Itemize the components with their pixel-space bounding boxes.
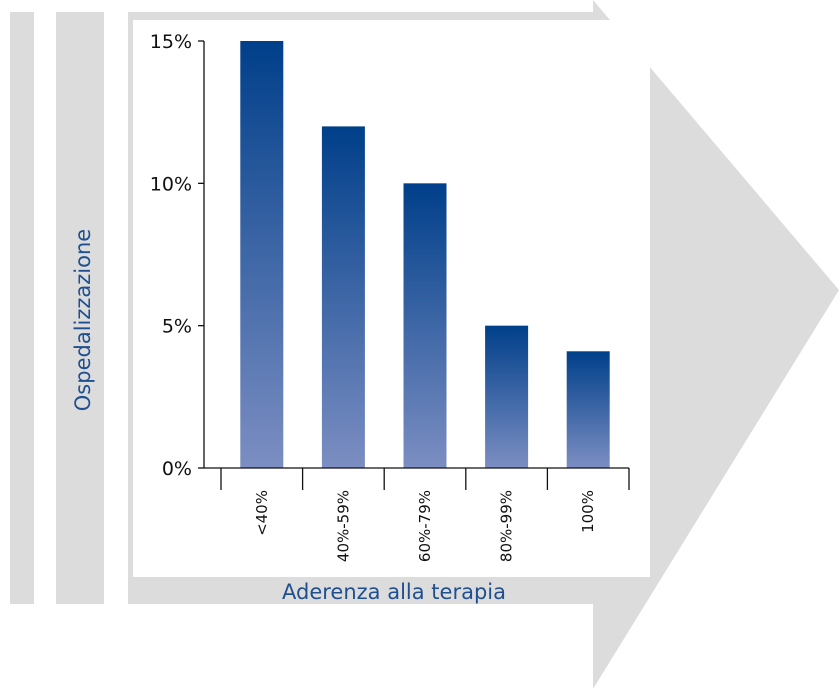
bar — [485, 325, 529, 468]
bar — [566, 351, 610, 468]
bar — [403, 183, 447, 469]
y-axis-title: Ospedalizzazione — [71, 229, 95, 411]
x-category-label: 100% — [579, 490, 597, 533]
background-stripe — [10, 12, 34, 604]
x-axis-title: Aderenza alla terapia — [282, 580, 506, 604]
y-tick-label: 0% — [162, 458, 192, 480]
y-tick-label: 5% — [162, 316, 192, 338]
y-tick-label: 15% — [150, 31, 192, 53]
bar — [240, 41, 284, 468]
axes-layer: 0% 5% 10% 15% <40% 40%-59% 60%-79% 80%-99% 100% — [150, 31, 630, 562]
y-tick-label: 10% — [150, 173, 192, 195]
bars-layer — [240, 41, 610, 469]
x-category-label: 80%-99% — [498, 490, 516, 562]
x-category-label: <40% — [253, 490, 271, 536]
x-category-label: 40%-59% — [334, 490, 352, 562]
background-stripe — [56, 12, 104, 604]
bar — [321, 126, 365, 469]
plot-panel — [133, 20, 650, 577]
x-category-label: 60%-79% — [416, 490, 434, 562]
